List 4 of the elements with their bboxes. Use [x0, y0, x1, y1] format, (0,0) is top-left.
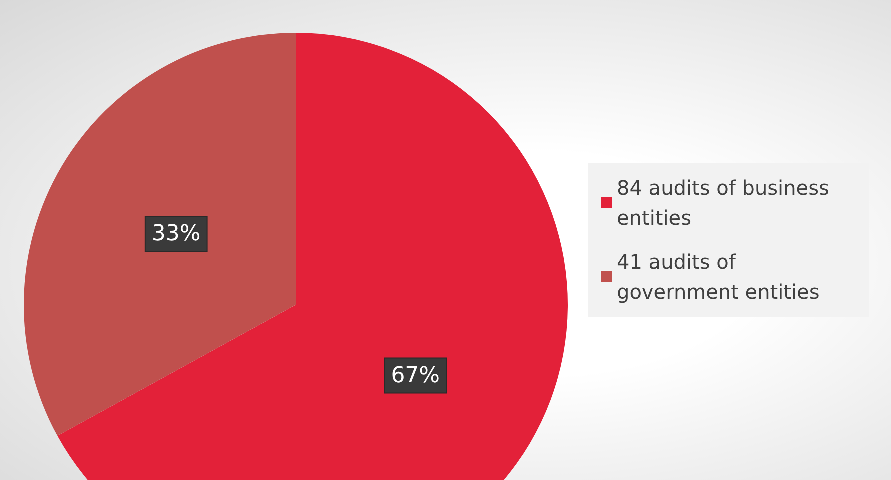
legend-label: 41 audits of government entities — [617, 250, 820, 304]
data-label: 67% — [391, 363, 440, 388]
legend-label: 84 audits of business entities — [617, 176, 836, 230]
data-label: 33% — [152, 222, 201, 247]
